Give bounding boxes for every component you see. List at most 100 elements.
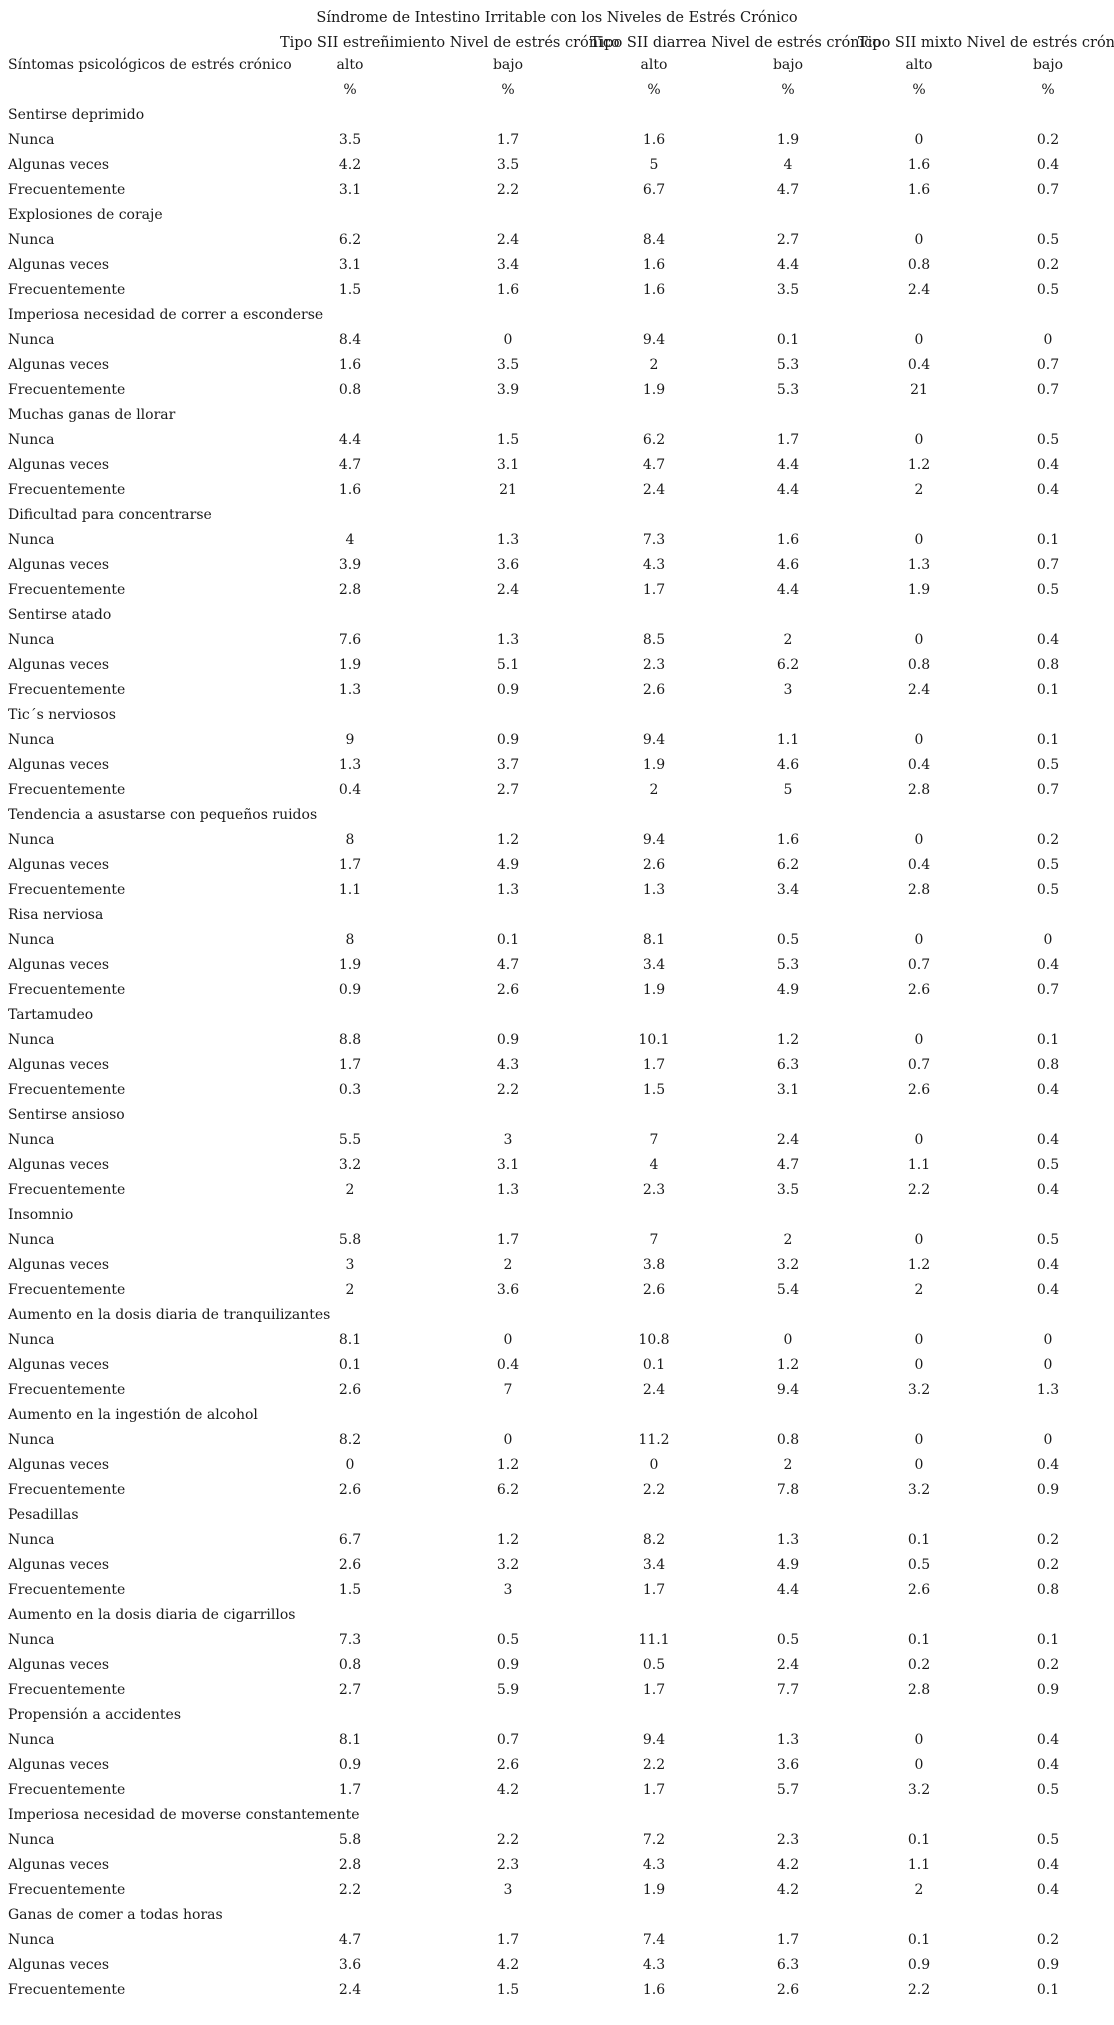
table-cell-value: 0.4 — [1036, 1182, 1060, 1198]
table-cell-value: 2 — [503, 1257, 513, 1273]
table-cell-value: 0 — [914, 232, 924, 248]
table-cell-value: 0.5 — [1036, 882, 1060, 898]
table-cell-value: 8.2 — [338, 1432, 362, 1448]
table-cell-value: 2 — [783, 1232, 793, 1248]
frequency-label: Algunas veces — [8, 857, 110, 873]
table-cell-value: 2.2 — [642, 1482, 666, 1498]
table-cell-value: 7 — [503, 1382, 513, 1398]
table-cell-value: 3 — [783, 682, 793, 698]
table-cell-value: 3.1 — [496, 457, 520, 473]
table-cell-value: 0.4 — [907, 357, 931, 373]
frequency-label: Algunas veces — [8, 1157, 110, 1173]
table-cell-value: 1.2 — [907, 457, 931, 473]
table-cell-value: 21 — [910, 382, 928, 398]
table-cell-value: 0.1 — [1036, 1632, 1060, 1648]
table-cell-value: 0 — [1043, 1432, 1053, 1448]
table-cell-value: 2.4 — [496, 232, 520, 248]
table-cell-value: 0.9 — [907, 1957, 931, 1973]
table-cell-value: 0.5 — [1036, 1157, 1060, 1173]
table-cell-value: 0 — [914, 432, 924, 448]
table-cell-value: 1.5 — [338, 282, 362, 298]
table-cell-value: 1.3 — [907, 557, 931, 573]
table-cell-value: 9.4 — [776, 1382, 800, 1398]
table-cell-value: 2 — [345, 1182, 355, 1198]
table-cell-value: 0.5 — [1036, 432, 1060, 448]
table-cell-value: 1.2 — [907, 1257, 931, 1273]
table-cell-value: 0.4 — [496, 1357, 520, 1373]
table-cell-value: 4.3 — [496, 1057, 520, 1073]
table-cell-value: 0.1 — [907, 1932, 931, 1948]
table-cell-value: 0.1 — [1036, 1982, 1060, 1998]
table-cell-value: 7.2 — [642, 1832, 666, 1848]
frequency-label: Frecuentemente — [8, 1782, 126, 1798]
frequency-label: Algunas veces — [8, 1557, 110, 1573]
table-cell-value: 2 — [649, 782, 659, 798]
table-cell-value: 2.4 — [642, 482, 666, 498]
section-title: Sentirse deprimido — [8, 107, 145, 123]
table-cell-value: 1.2 — [496, 1457, 520, 1473]
table-cell-value: 0 — [914, 132, 924, 148]
section-title: Risa nerviosa — [8, 907, 104, 923]
section-title: Aumento en la dosis diaria de cigarrillo… — [8, 1607, 296, 1623]
table-cell-value: 2 — [914, 482, 924, 498]
table-cell-value: 0.4 — [1036, 1857, 1060, 1873]
table-cell-value: 1.6 — [642, 1982, 666, 1998]
frequency-label: Frecuentemente — [8, 1682, 126, 1698]
table-cell-value: 1.3 — [338, 682, 362, 698]
table-cell-value: 8.8 — [338, 1032, 362, 1048]
table-cell-value: 1.3 — [1036, 1382, 1060, 1398]
table-cell-value: 3.1 — [776, 1082, 800, 1098]
table-cell-value: 3.9 — [338, 557, 362, 573]
table-cell-value: 0.1 — [907, 1532, 931, 1548]
table-cell-value: 4.3 — [642, 1957, 666, 1973]
table-cell-value: 0 — [914, 632, 924, 648]
table-cell-value: 0 — [914, 1757, 924, 1773]
table-cell-value: 0 — [914, 1432, 924, 1448]
frequency-label: Frecuentemente — [8, 1882, 126, 1898]
table-cell-value: 0.9 — [496, 732, 520, 748]
table-cell-value: 2.4 — [776, 1132, 800, 1148]
table-cell-value: 2.2 — [907, 1182, 931, 1198]
table-cell-value: 3 — [503, 1882, 513, 1898]
table-cell-value: 5.8 — [338, 1232, 362, 1248]
table-cell-value: 3.6 — [496, 557, 520, 573]
level-label: alto — [905, 57, 933, 73]
frequency-label: Algunas veces — [8, 757, 110, 773]
level-label: bajo — [772, 57, 804, 73]
table-cell-value: 4.7 — [338, 457, 362, 473]
table-cell-value: 8.2 — [642, 1532, 666, 1548]
table-cell-value: 9.4 — [642, 832, 666, 848]
frequency-label: Frecuentemente — [8, 1082, 126, 1098]
table-cell-value: 7.8 — [776, 1482, 800, 1498]
table-cell-value: 0.8 — [907, 657, 931, 673]
table-cell-value: 0.4 — [1036, 1282, 1060, 1298]
table-cell-value: 0.5 — [1036, 1232, 1060, 1248]
frequency-label: Nunca — [8, 1832, 55, 1848]
table-cell-value: 3.2 — [907, 1782, 931, 1798]
table-cell-value: 2 — [345, 1282, 355, 1298]
table-cell-value: 0 — [914, 732, 924, 748]
table-cell-value: 4.9 — [776, 1557, 800, 1573]
table-cell-value: 1.1 — [776, 732, 800, 748]
table-cell-value: 0 — [503, 1332, 513, 1348]
table-cell-value: 1.7 — [338, 1057, 362, 1073]
table-cell-value: 1.7 — [642, 1782, 666, 1798]
table-cell-value: 1.3 — [776, 1532, 800, 1548]
table-cell-value: 2.6 — [496, 1757, 520, 1773]
table-cell-value: 0.9 — [1036, 1482, 1060, 1498]
table-cell-value: 0.1 — [496, 932, 520, 948]
section-title: Aumento en la dosis diaria de tranquiliz… — [8, 1307, 331, 1323]
section-title: Propensión a accidentes — [8, 1707, 182, 1723]
table-cell-value: 1.2 — [776, 1032, 800, 1048]
table-cell-value: 0 — [914, 332, 924, 348]
table-cell-value: 1.9 — [642, 757, 666, 773]
table-cell-value: 3.2 — [496, 1557, 520, 1573]
table-cell-value: 6.2 — [642, 432, 666, 448]
table-cell-value: 2.6 — [496, 982, 520, 998]
table-cell-value: 0.8 — [1036, 657, 1060, 673]
table-cell-value: 2.4 — [496, 582, 520, 598]
table-cell-value: 6.3 — [776, 1057, 800, 1073]
table-cell-value: 1.2 — [496, 832, 520, 848]
frequency-label: Frecuentemente — [8, 1382, 126, 1398]
table-cell-value: 3.6 — [338, 1957, 362, 1973]
